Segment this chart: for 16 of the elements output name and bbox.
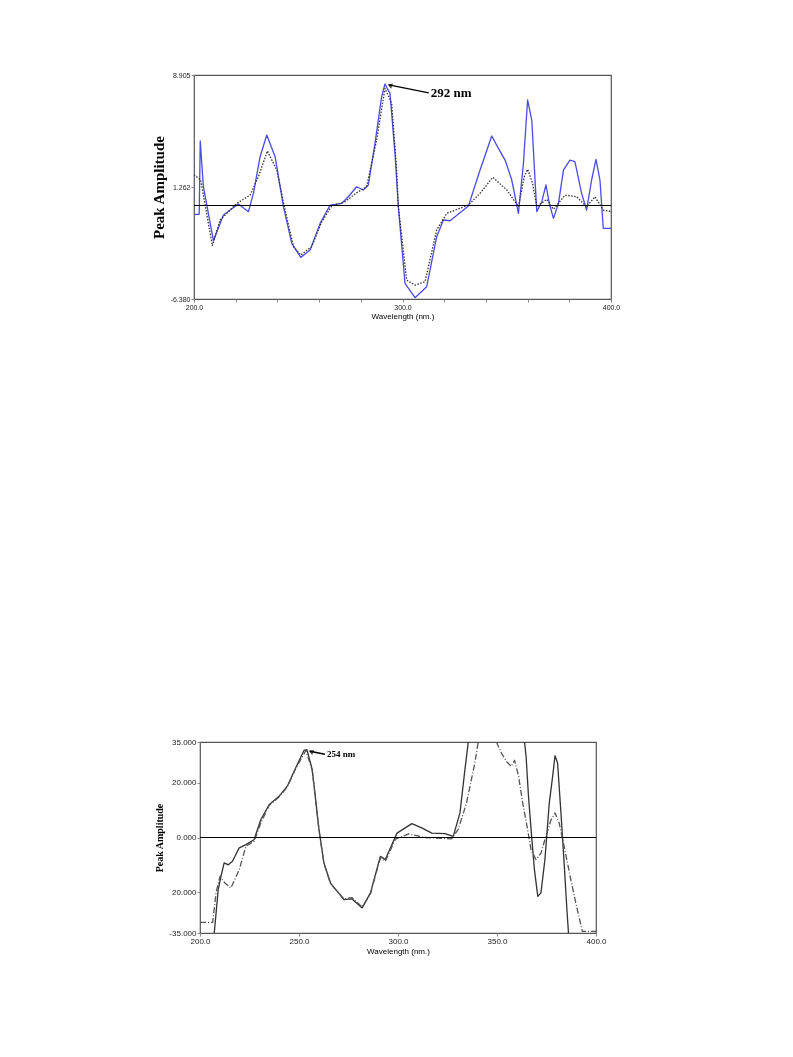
x-tick-label: 250.0: [289, 936, 311, 946]
y-tick-label: -35.000: [169, 928, 198, 938]
y-tick-label: 20.000: [172, 887, 198, 897]
x-tick-label: 200.0: [190, 936, 212, 946]
x-tick-label: 300.0: [388, 936, 410, 946]
y-tick-label: 20.000: [172, 778, 198, 788]
x-tick-label: 350.0: [487, 936, 509, 946]
x-axis-title: Wavelength (nm.): [367, 946, 431, 956]
y-tick-label: 0.000: [176, 833, 198, 842]
y-tick-label: 35.000: [172, 737, 198, 747]
x-tick-label: 400.0: [586, 936, 608, 946]
annotation: 254 nm: [326, 749, 356, 760]
annotation: 292 nm: [430, 84, 472, 100]
y-axis-title: Peak Amplitude: [150, 135, 167, 239]
x-axis-title: Wavelength (nm.): [371, 311, 435, 321]
y-axis-title: Peak Amplitude: [154, 803, 166, 873]
